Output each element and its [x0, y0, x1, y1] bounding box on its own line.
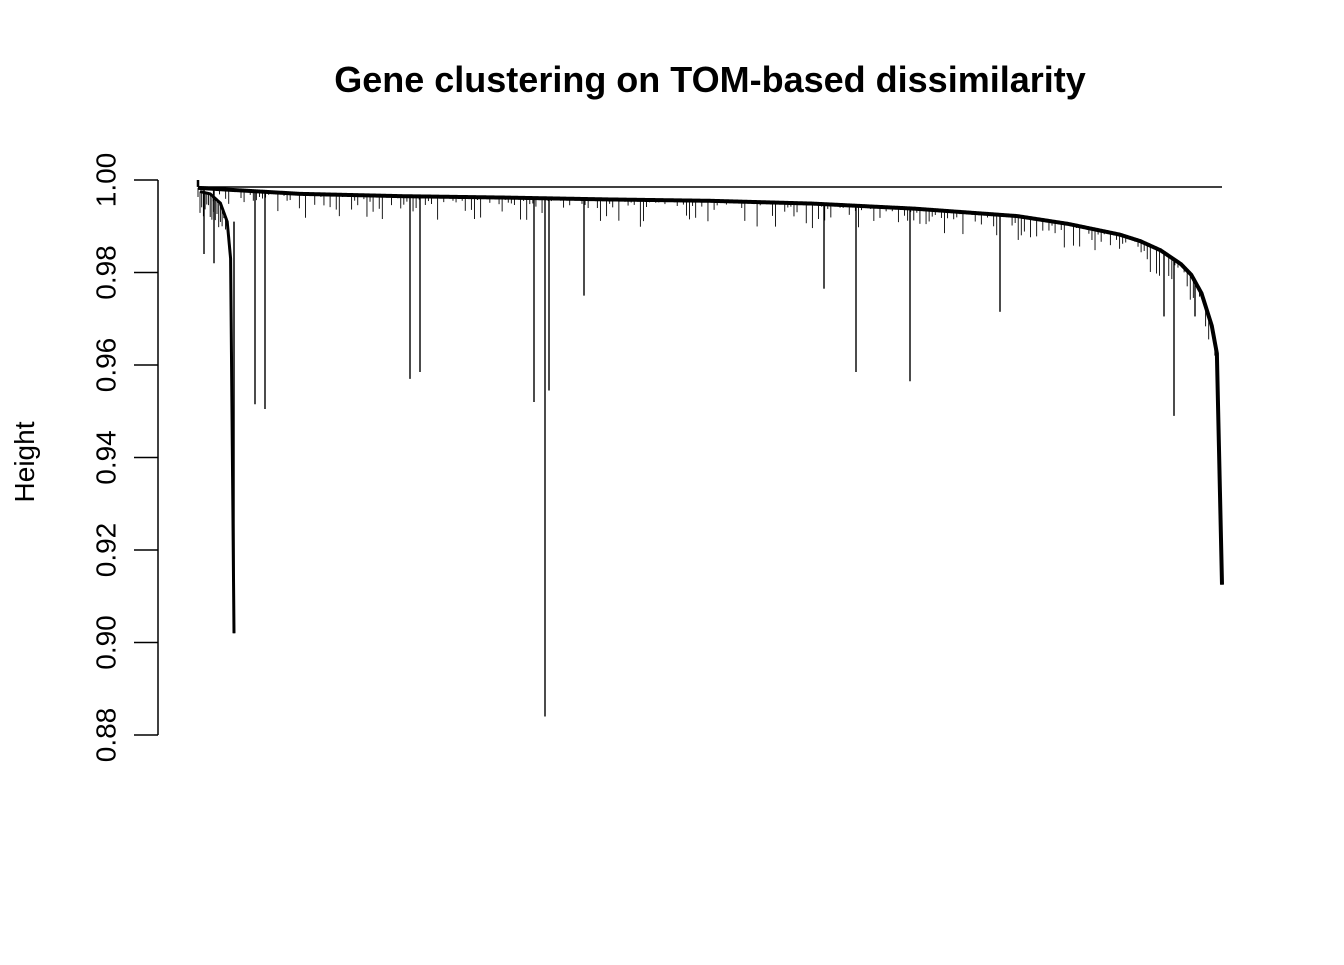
y-axis: 0.88 0.90 0.92 0.94 0.96 0.98 1.00: [90, 153, 159, 763]
dendrogram-lines: [196, 180, 1224, 717]
y-tick-label: 1.00: [90, 153, 121, 208]
dendrogram-main-envelope: [197, 185, 1224, 585]
y-axis-label: Height: [9, 421, 40, 502]
y-tick-label: 0.94: [90, 430, 121, 485]
y-tick-label: 0.92: [90, 523, 121, 578]
chart-title: Gene clustering on TOM-based dissimilari…: [334, 59, 1086, 100]
y-tick-label: 0.88: [90, 708, 121, 763]
y-tick-label: 0.90: [90, 615, 121, 670]
y-tick-label: 0.96: [90, 338, 121, 393]
y-tick-label: 0.98: [90, 245, 121, 300]
early-subtree-envelope: [199, 190, 236, 634]
